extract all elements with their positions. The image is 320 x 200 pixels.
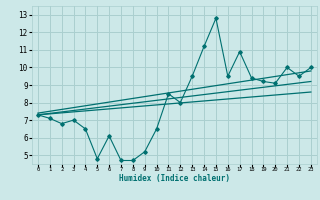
X-axis label: Humidex (Indice chaleur): Humidex (Indice chaleur) xyxy=(119,174,230,183)
